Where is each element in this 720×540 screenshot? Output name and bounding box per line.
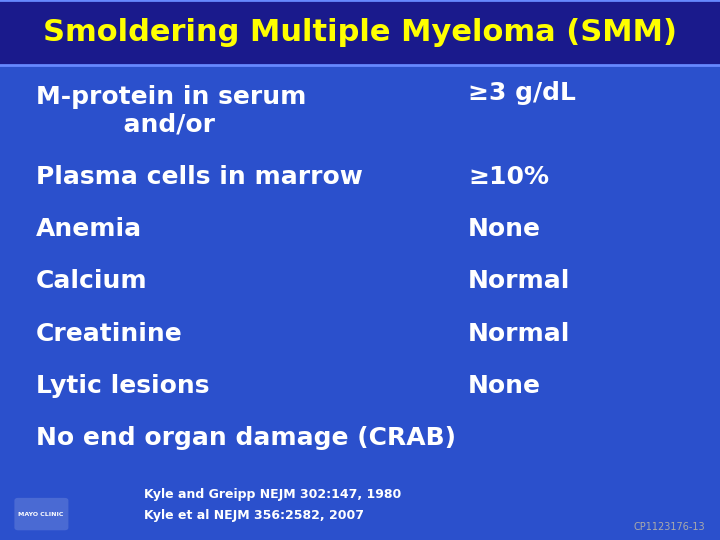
Text: Plasma cells in marrow: Plasma cells in marrow — [36, 165, 363, 189]
Text: Normal: Normal — [468, 269, 570, 293]
Text: Lytic lesions: Lytic lesions — [36, 374, 210, 398]
Text: Anemia: Anemia — [36, 217, 142, 241]
Text: ≥10%: ≥10% — [468, 165, 549, 189]
Text: None: None — [468, 217, 541, 241]
Text: None: None — [468, 374, 541, 398]
Text: M-protein in serum
          and/or: M-protein in serum and/or — [36, 85, 307, 136]
Text: Kyle et al NEJM 356:2582, 2007: Kyle et al NEJM 356:2582, 2007 — [144, 509, 364, 522]
FancyBboxPatch shape — [14, 498, 68, 530]
Text: Calcium: Calcium — [36, 269, 148, 293]
Text: Creatinine: Creatinine — [36, 322, 183, 346]
Text: Smoldering Multiple Myeloma (SMM): Smoldering Multiple Myeloma (SMM) — [43, 18, 677, 47]
Text: Normal: Normal — [468, 322, 570, 346]
Text: ≥3 g/dL: ≥3 g/dL — [468, 80, 576, 105]
Text: CP1123176-13: CP1123176-13 — [634, 522, 706, 531]
FancyBboxPatch shape — [0, 0, 720, 65]
Text: No end organ damage (CRAB): No end organ damage (CRAB) — [36, 426, 456, 450]
Text: MAYO CLINIC: MAYO CLINIC — [18, 511, 64, 517]
Text: Kyle and Greipp NEJM 302:147, 1980: Kyle and Greipp NEJM 302:147, 1980 — [144, 488, 401, 501]
